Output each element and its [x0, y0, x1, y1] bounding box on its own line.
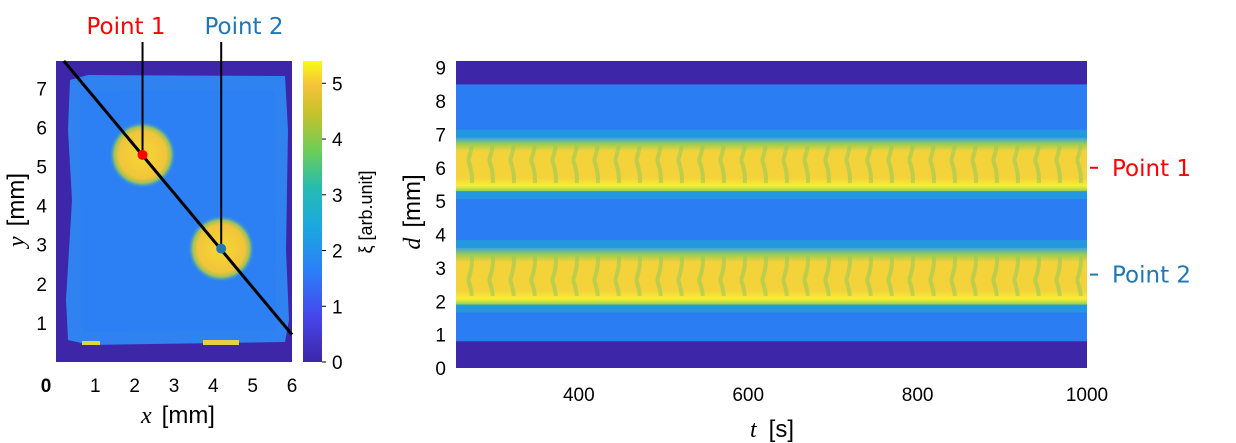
left-x-tick: 6: [287, 376, 298, 397]
point-marker-label: Point 1: [1112, 156, 1191, 182]
right-y-tick: 1: [435, 326, 446, 347]
left-y-tick: 2: [36, 275, 47, 296]
right-y-tick: 6: [435, 159, 446, 180]
left-x-tick: 1: [90, 376, 101, 397]
left-x-tick: 3: [169, 376, 180, 397]
right-x-tick-labels: 400 600 800 1000: [563, 385, 1108, 406]
colorbar-tick-labels: 0 1 2 3 4 5: [322, 74, 343, 374]
right-y-tick-labels: 0 1 2 3 4 5 6 7 8 9: [435, 59, 446, 380]
right-x-tick: 400: [563, 385, 595, 406]
right-y-tick: 3: [435, 259, 446, 280]
point-2-label: Point 2: [204, 14, 283, 40]
left-y-axis-var: y: [4, 236, 30, 249]
left-y-tick-labels: 1 2 3 4 5 6 7: [36, 79, 47, 335]
left-y-tick: 7: [36, 79, 47, 100]
colorbar-tick: 4: [332, 130, 343, 151]
left-heatmap-panel: Point 1 Point 2 0 1 2 3 4 5 6 1 2 3 4 5 6 7 x [mm] y […: [3, 14, 297, 429]
right-x-tick: 800: [902, 385, 934, 406]
left-x-tick-labels: 0 1 2 3 4 5 6: [41, 376, 298, 397]
colorbar-tick: 3: [332, 186, 343, 207]
right-y-tick: 5: [435, 192, 446, 213]
colorbar-label: ξ [arb.unit]: [356, 170, 376, 253]
colorbar: 0 1 2 3 4 5 ξ [arb.unit]: [303, 61, 376, 374]
left-x-axis-unit: [mm]: [162, 402, 215, 429]
right-y-axis-unit: [mm]: [399, 174, 426, 227]
left-y-tick: 5: [36, 158, 47, 179]
left-y-tick: 6: [36, 118, 47, 139]
point-marker-label: Point 2: [1112, 263, 1191, 289]
colorbar-tick: 0: [332, 353, 343, 374]
high-intensity-bands: [456, 129, 1087, 313]
point-1-label: Point 1: [86, 14, 165, 40]
right-y-tick: 4: [435, 226, 446, 247]
edge-glow-1: [82, 341, 100, 345]
left-x-tick: 4: [208, 376, 219, 397]
right-x-tick: 600: [732, 385, 764, 406]
band-stripes-1: [456, 145, 1087, 184]
cross-section-line: [62, 60, 294, 336]
colorbar-gradient: [303, 61, 322, 362]
left-y-tick: 3: [36, 236, 47, 257]
point-2-marker: [216, 243, 227, 254]
right-y-tick: 2: [435, 292, 446, 313]
colorbar-tick: 2: [332, 242, 343, 263]
left-y-axis-label: y [mm]: [3, 173, 30, 249]
band-stripes-2: [456, 256, 1087, 297]
right-y-axis-label: d [mm]: [399, 174, 426, 249]
edge-glow-2: [203, 340, 239, 345]
left-y-axis-unit: [mm]: [3, 173, 30, 226]
left-x-tick: 0: [41, 376, 52, 397]
right-x-axis-var: t: [750, 417, 758, 443]
right-x-axis-unit: [s]: [769, 416, 794, 443]
right-y-tick: 0: [435, 359, 446, 380]
right-x-axis-label: t [s]: [750, 416, 794, 443]
left-y-tick: 1: [36, 314, 47, 335]
colorbar-tick: 5: [332, 74, 343, 95]
left-x-tick: 2: [129, 376, 140, 397]
left-y-tick: 4: [36, 197, 47, 218]
point-1-marker: [137, 149, 148, 160]
left-x-axis-var: x: [140, 403, 152, 429]
left-x-tick: 5: [247, 376, 258, 397]
right-y-tick: 8: [435, 92, 446, 113]
colorbar-tick: 1: [332, 297, 343, 318]
right-y-axis-var: d: [400, 237, 426, 250]
right-y-tick: 9: [435, 59, 446, 80]
right-x-tick: 1000: [1066, 385, 1108, 406]
sample-texture: [80, 90, 276, 332]
left-x-axis-label: x [mm]: [140, 402, 215, 429]
right-point-markers: Point 1 Point 2: [1090, 156, 1191, 289]
right-y-tick: 7: [435, 125, 446, 146]
